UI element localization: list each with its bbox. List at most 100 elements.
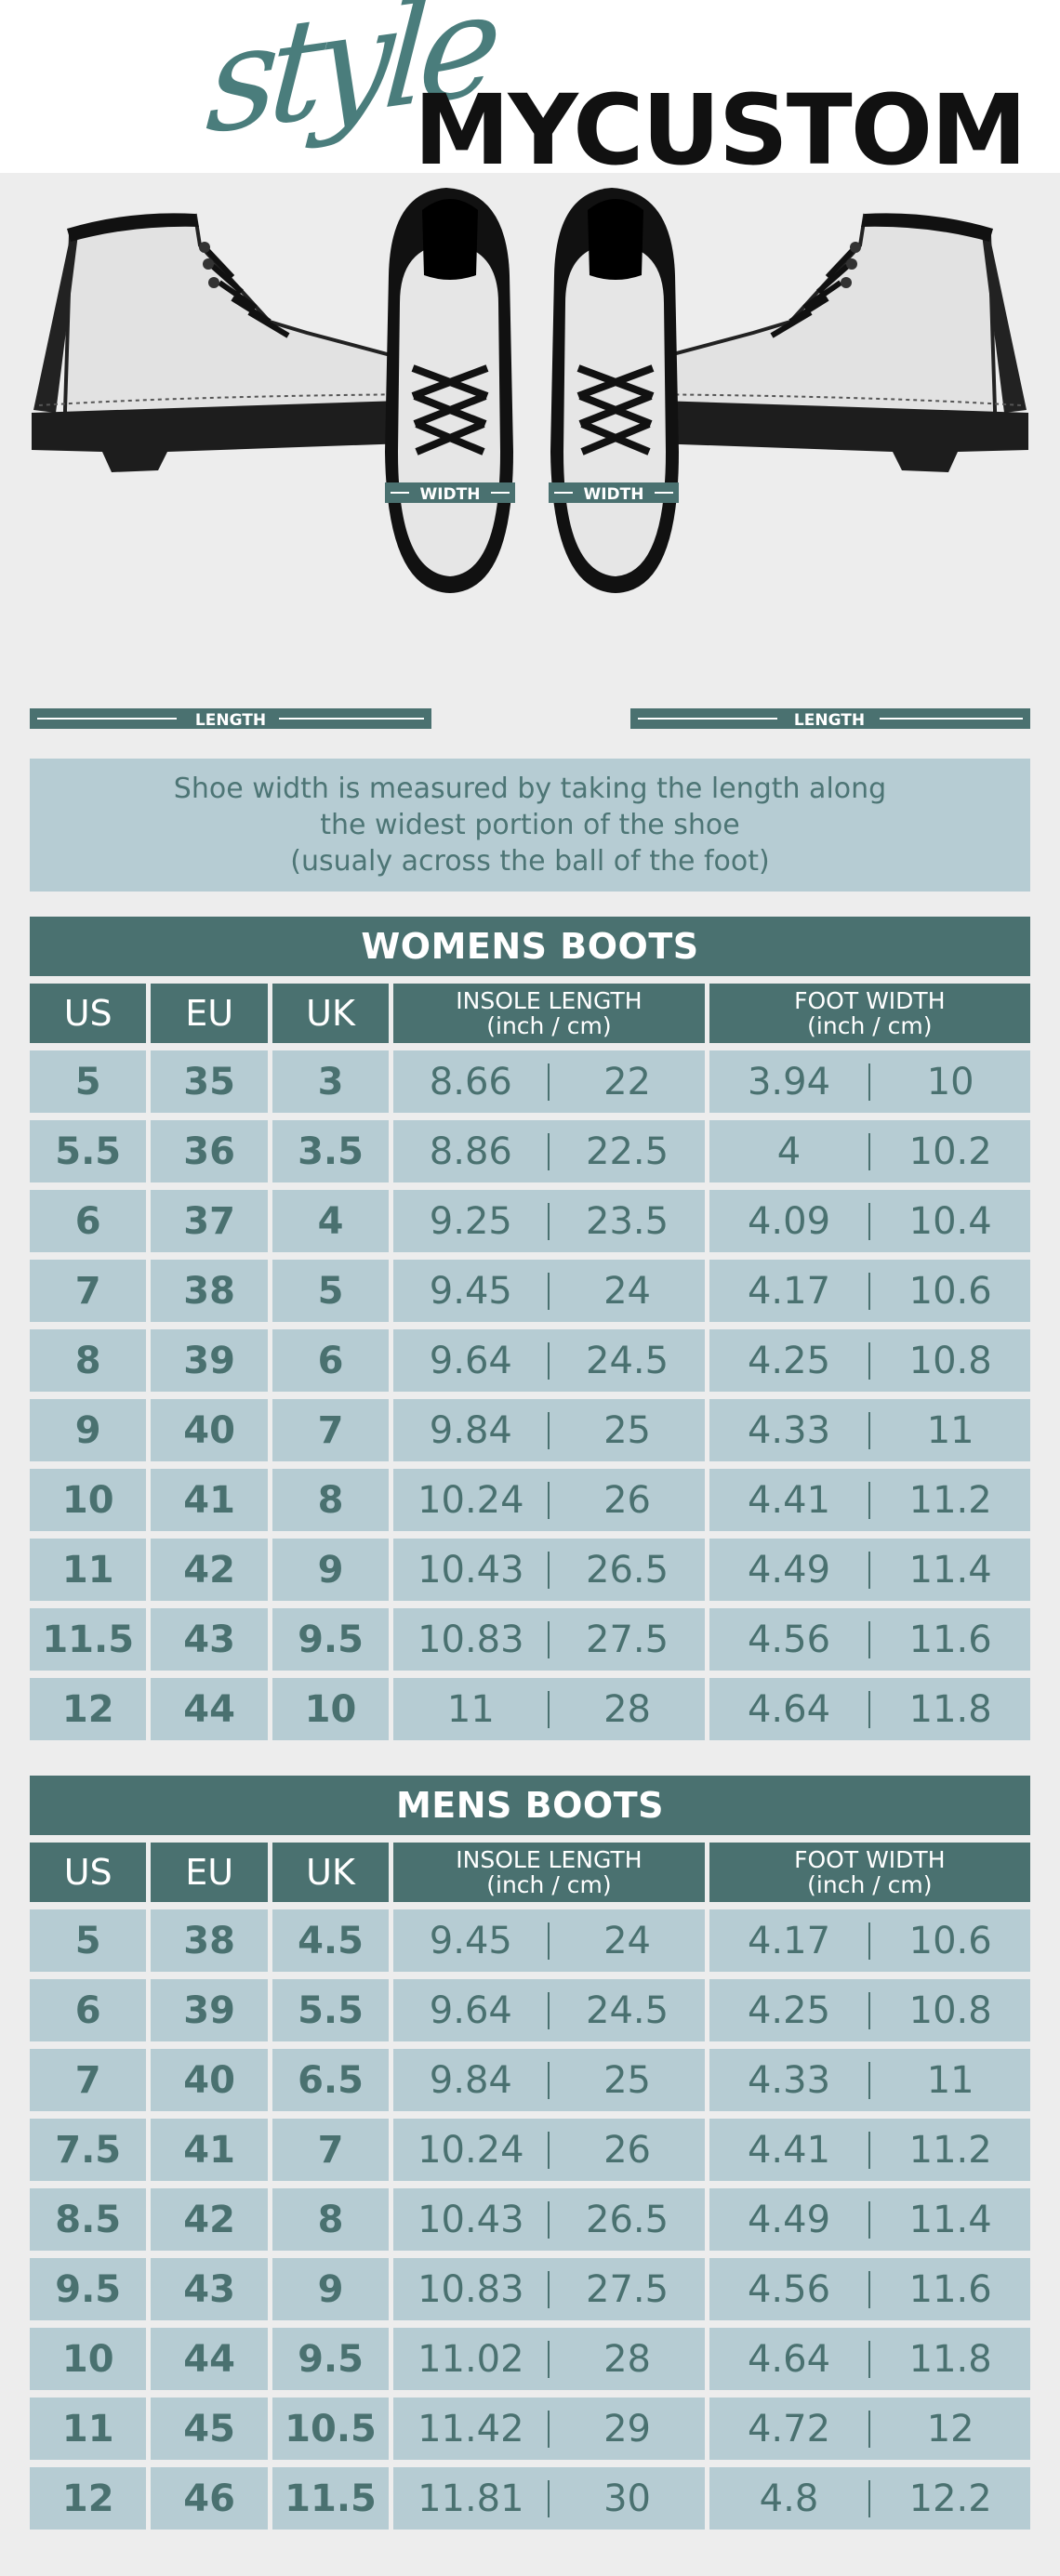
header-uk: UK [272,1843,390,1902]
brand-logo: style MYCUSTOM [0,0,1060,242]
cell-us: 11 [30,2398,147,2460]
width-inch: 4.25 [747,1988,831,2032]
cell-divider [868,2061,871,2099]
width-cm: 10.6 [908,1919,992,1962]
boot-drawings: WIDTH WIDTH LENGTH LENGTH [30,188,1030,730]
cell-us: 5 [30,1050,147,1113]
length-bar-right [630,708,1030,729]
cell-divider [548,1481,550,1519]
cell-divider [548,2270,550,2308]
header-insole-label: INSOLE LENGTH [456,987,643,1014]
cell-divider [868,1272,871,1310]
cell-divider [868,1063,871,1101]
header-eu: EU [151,984,268,1043]
width-cm: 11.4 [908,1548,992,1592]
insole-inch: 9.64 [429,1339,512,1382]
insole-inch: 10.24 [417,2128,524,2172]
insole-cm: 29 [603,2407,651,2451]
width-inch: 4.17 [747,1269,831,1313]
cell-uk: 3 [272,1050,390,1113]
width-cm: 12 [926,2407,974,2451]
width-bar-right [549,482,679,503]
header-foot-width: FOOT WIDTH (inch / cm) [709,984,1030,1043]
width-cm: 11.8 [908,2337,992,2381]
insole-inch: 8.66 [429,1060,512,1103]
insole-inch: 10.43 [417,1548,524,1592]
width-cm: 11 [926,1408,974,1452]
cell-eu: 44 [151,1678,268,1740]
cell-foot-width: 3.94 10 [709,1050,1030,1113]
cell-divider [548,1411,550,1449]
insole-inch: 9.84 [429,1408,512,1452]
table-row: 6 37 4 9.25 23.5 4.09 10.4 [30,1190,1030,1252]
insole-inch: 11 [446,1687,495,1731]
cell-divider [868,1411,871,1449]
cell-insole: 8.66 22 [393,1050,705,1113]
insole-inch: 11.02 [417,2337,524,2381]
insole-cm: 24 [603,1269,651,1313]
cell-divider [548,1922,550,1960]
cell-eu: 40 [151,1399,268,1461]
insole-cm: 27.5 [586,1618,669,1661]
insole-inch: 10.24 [417,1478,524,1522]
table-header-row: US EU UK INSOLE LENGTH (inch / cm) FOOT W… [30,984,1030,1043]
length-label-left: LENGTH [195,711,266,730]
right-boot-top [550,188,679,593]
width-inch: 4.56 [747,1618,831,1661]
cell-uk: 10.5 [272,2398,390,2460]
info-line: the widest portion of the shoe [320,809,740,841]
cell-insole: 11 28 [393,1678,705,1740]
header-insole-label: INSOLE LENGTH [456,1846,643,1873]
width-bar-left [385,482,515,503]
insole-cm: 28 [603,1687,651,1731]
cell-us: 5 [30,1909,147,1972]
cell-foot-width: 4.25 10.8 [709,1979,1030,2041]
table-row: 11.5 43 9.5 10.83 27.5 4.56 11.6 [30,1608,1030,1671]
cell-foot-width: 4.41 11.2 [709,1469,1030,1531]
width-label-left: WIDTH [419,485,480,504]
cell-uk: 5.5 [272,1979,390,2041]
cell-eu: 43 [151,2258,268,2320]
cell-eu: 41 [151,2119,268,2181]
cell-divider [868,2479,871,2517]
insole-inch: 9.25 [429,1199,512,1243]
cell-uk: 7 [272,2119,390,2181]
cell-divider [548,1620,550,1658]
cell-uk: 9.5 [272,2328,390,2390]
cell-divider [548,2410,550,2448]
table-header-row: US EU UK INSOLE LENGTH (inch / cm) FOOT W… [30,1843,1030,1902]
cell-foot-width: 4.17 10.6 [709,1909,1030,1972]
insole-cm: 26.5 [586,1548,669,1592]
insole-inch: 9.45 [429,1269,512,1313]
cell-divider [868,1132,871,1170]
cell-divider [548,1272,550,1310]
cell-us: 10 [30,1469,147,1531]
cell-uk: 9.5 [272,1608,390,1671]
cell-eu: 45 [151,2398,268,2460]
cell-eu: 39 [151,1979,268,2041]
table-row: 9.5 43 9 10.83 27.5 4.56 11.6 [30,2258,1030,2320]
cell-uk: 8 [272,2188,390,2251]
header-insole-length: INSOLE LENGTH (inch / cm) [393,984,705,1043]
length-label-right: LENGTH [794,711,865,730]
cell-eu: 40 [151,2049,268,2111]
width-cm: 10.4 [908,1199,992,1243]
cell-eu: 44 [151,2328,268,2390]
insole-inch: 9.84 [429,2058,512,2102]
header-us: US [30,984,147,1043]
cell-eu: 43 [151,1608,268,1671]
table-row: 8.5 42 8 10.43 26.5 4.49 11.4 [30,2188,1030,2251]
header-us: US [30,1843,147,1902]
width-inch: 4.64 [747,2337,831,2381]
cell-insole: 9.45 24 [393,1909,705,1972]
table-row: 12 44 10 11 28 4.64 11.8 [30,1678,1030,1740]
cell-uk: 8 [272,1469,390,1531]
cell-divider [548,2200,550,2239]
width-cm: 10.8 [908,1988,992,2032]
cell-insole: 9.84 25 [393,2049,705,2111]
cell-insole: 10.43 26.5 [393,2188,705,2251]
width-inch: 4.8 [759,2477,819,2520]
cell-foot-width: 4.49 11.4 [709,2188,1030,2251]
cell-us: 7 [30,1260,147,1322]
cell-uk: 6.5 [272,2049,390,2111]
